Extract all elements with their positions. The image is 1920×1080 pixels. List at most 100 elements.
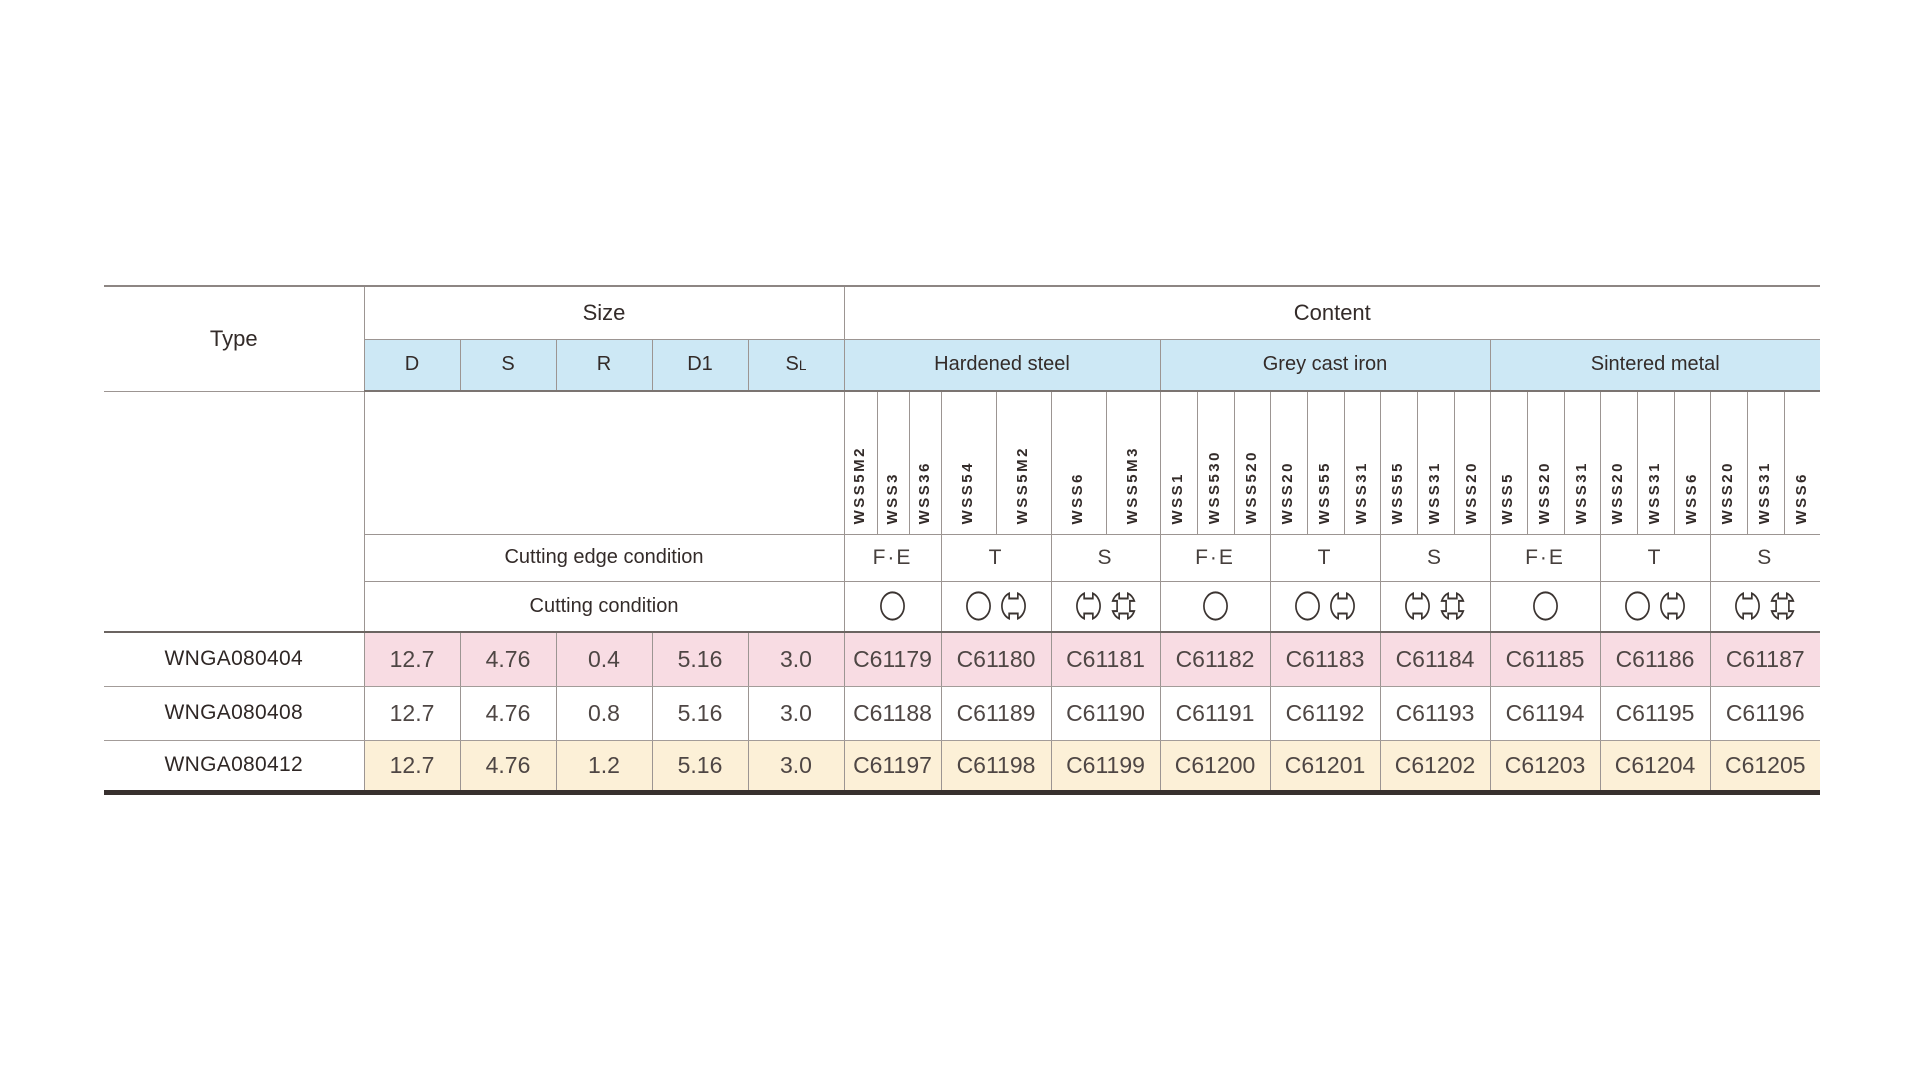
notched-circle-icon (1001, 592, 1026, 621)
circle-icon (1295, 591, 1320, 621)
grade-column-cell: WSS5M2 (996, 391, 1052, 535)
edge-condition-cell: S (1051, 534, 1161, 582)
grade-column-cell: WSS1 (1160, 391, 1198, 535)
size-value-cell: 3.0 (748, 632, 845, 687)
circle-icon (880, 591, 905, 621)
notched-circle-icon (1405, 592, 1430, 621)
grade-column-cell: WSS6 (1051, 391, 1107, 535)
cutting-condition-cell (844, 581, 942, 633)
catalog-code-cell: C61203 (1490, 740, 1601, 792)
size-area-spacer (364, 391, 845, 535)
four-notched-circle-icon (1111, 592, 1135, 621)
circle-icon (966, 591, 991, 621)
size-value-cell: 4.76 (460, 632, 557, 687)
cutting-condition-cell (941, 581, 1052, 633)
type-name-cell: WNGA080404 (104, 632, 365, 687)
cutting-condition-row-label: Cutting condition (364, 581, 845, 633)
size-column-header: R (556, 339, 653, 392)
cutting-condition-cell (1380, 581, 1491, 633)
grade-label: WSS3 (883, 471, 901, 525)
grade-column-cell: WSS31 (1344, 391, 1381, 535)
edge-condition-cell: F·E (1490, 534, 1601, 582)
circle-icon (1532, 591, 1558, 621)
catalog-code-cell: C61204 (1600, 740, 1711, 792)
four-notched-circle-icon (1440, 592, 1465, 621)
cutting-condition-cell (1051, 581, 1161, 633)
edge-condition-row-label: Cutting edge condition (364, 534, 845, 582)
grade-column-cell: WSS20 (1710, 391, 1748, 535)
catalog-code-cell: C61180 (941, 632, 1052, 687)
grade-label: WSS31 (1352, 461, 1370, 525)
size-value-cell: 0.4 (556, 632, 653, 687)
cutting-condition-cell (1270, 581, 1381, 633)
catalog-code-cell: C61197 (844, 740, 942, 792)
size-value-cell: 5.16 (652, 632, 749, 687)
grade-label: WSS6 (1069, 471, 1087, 525)
grade-column-cell: WSS31 (1637, 391, 1675, 535)
grade-column-cell: WSS20 (1270, 391, 1308, 535)
grade-column-cell: WSS530 (1197, 391, 1235, 535)
grade-column-cell: WSS5 (1490, 391, 1528, 535)
grade-label: WSS20 (1719, 461, 1737, 525)
grade-label: WSS31 (1756, 461, 1774, 525)
grade-label: WSS1 (1169, 471, 1187, 525)
grade-column-cell: WSS5M2 (844, 391, 878, 535)
grade-column-cell: WSS6 (1674, 391, 1711, 535)
grade-label: WSS20 (1609, 461, 1627, 525)
size-value-cell: 1.2 (556, 740, 653, 792)
catalog-code-cell: C61194 (1490, 686, 1601, 741)
catalog-code-cell: C61190 (1051, 686, 1161, 741)
material-group-header: Hardened steel (844, 339, 1161, 392)
type-column-spacer (104, 391, 365, 633)
material-group-header: Sintered metal (1490, 339, 1820, 392)
catalog-code-cell: C61192 (1270, 686, 1381, 741)
grade-column-cell: WSS6 (1784, 391, 1820, 535)
grade-label: WSS5M3 (1123, 446, 1141, 525)
grade-column-cell: WSS20 (1527, 391, 1565, 535)
catalog-code-cell: C61181 (1051, 632, 1161, 687)
edge-condition-cell: S (1380, 534, 1491, 582)
grade-column-cell: WSS20 (1454, 391, 1491, 535)
grade-label: WSS6 (1682, 471, 1700, 525)
catalog-code-cell: C61205 (1710, 740, 1820, 792)
grade-column-cell: WSS54 (941, 391, 997, 535)
grade-label: WSS5M2 (851, 446, 869, 525)
catalog-code-cell: C61200 (1160, 740, 1271, 792)
size-value-cell: 12.7 (364, 686, 461, 741)
grade-column-cell: WSS520 (1234, 391, 1271, 535)
catalog-code-cell: C61202 (1380, 740, 1491, 792)
grade-label: WSS5 (1499, 471, 1517, 525)
size-value-cell: 5.16 (652, 740, 749, 792)
four-notched-circle-icon (1770, 592, 1795, 621)
spec-table-body: Type Size Content D S R D1 SL Hardened steel Grey… (104, 286, 1820, 792)
catalog-code-cell: C61196 (1710, 686, 1820, 741)
grade-label: WSS6 (1793, 471, 1810, 525)
notched-circle-icon (1075, 592, 1101, 621)
size-column-main: S (501, 353, 515, 376)
size-column-main: R (596, 353, 612, 376)
notched-circle-icon (1330, 592, 1355, 621)
edge-condition-cell: T (941, 534, 1052, 582)
grade-label: WSS31 (1646, 461, 1664, 525)
grade-label: WSS55 (1389, 461, 1407, 525)
grade-column-cell: WSS3 (877, 391, 910, 535)
catalog-code-cell: C61184 (1380, 632, 1491, 687)
edge-condition-cell: F·E (844, 534, 942, 582)
insert-spec-table: Type Size Content D S R D1 SL Hardened steel Grey… (104, 285, 1820, 795)
catalog-code-cell: C61201 (1270, 740, 1381, 792)
size-column-main: S (785, 353, 799, 376)
catalog-code-cell: C61187 (1710, 632, 1820, 687)
cutting-condition-cell (1490, 581, 1601, 633)
grade-column-cell: WSS20 (1600, 391, 1638, 535)
size-value-cell: 4.76 (460, 686, 557, 741)
catalog-code-cell: C61188 (844, 686, 942, 741)
edge-condition-cell: T (1270, 534, 1381, 582)
edge-condition-cell: S (1710, 534, 1820, 582)
grade-column-cell: WSS31 (1417, 391, 1455, 535)
catalog-code-cell: C61183 (1270, 632, 1381, 687)
catalog-code-cell: C61186 (1600, 632, 1711, 687)
catalog-code-cell: C61195 (1600, 686, 1711, 741)
size-value-cell: 12.7 (364, 632, 461, 687)
grade-label: WSS20 (1279, 461, 1297, 525)
size-column-header: SL (748, 339, 845, 392)
